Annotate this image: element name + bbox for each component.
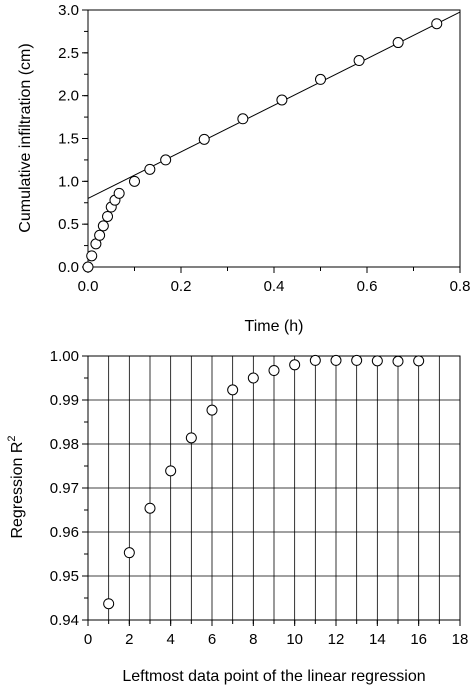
regression-y-tick-label: 0.95 — [50, 568, 79, 585]
regression-data-point — [165, 465, 177, 477]
infiltration-x-tick-label: 0.6 — [357, 278, 378, 295]
regression-x-tick-label: 14 — [369, 631, 386, 648]
regression-x-tick-label: 6 — [208, 631, 216, 648]
infiltration-x-tick-label: 0.4 — [264, 278, 285, 295]
infiltration-data-point — [353, 55, 365, 67]
regression-data-point — [144, 502, 156, 514]
infiltration-data-point — [315, 73, 326, 85]
infiltration-data-point — [144, 163, 156, 175]
regression-x-tick-label: 18 — [452, 631, 469, 648]
infiltration-data-point — [237, 113, 249, 125]
infiltration-x-tick-label: 0.0 — [78, 278, 99, 295]
infiltration-data-point — [392, 37, 404, 49]
infiltration-data-point — [431, 18, 443, 30]
regression-x-tick-label: 16 — [410, 631, 427, 648]
regression-y-tick-label: 0.94 — [50, 612, 79, 629]
regression-data-point — [206, 404, 218, 416]
regression-data-point — [227, 384, 239, 396]
regression-x-tick-label: 10 — [286, 631, 303, 648]
regression-data-point — [351, 354, 363, 366]
infiltration-x-tick-label: 0.8 — [450, 278, 471, 295]
regression-data-point — [330, 354, 342, 366]
regression-x-tick-label: 12 — [328, 631, 345, 648]
infiltration-data-point — [97, 220, 109, 232]
regression-data-point — [309, 354, 321, 366]
regression-data-point — [268, 365, 280, 377]
regression-y-tick-label: 1.00 — [50, 348, 79, 365]
regression-data-point — [123, 547, 135, 559]
infiltration-y-tick-label: 1.0 — [58, 173, 79, 190]
infiltration-chart: 0.0 0.2 0.4 0.6 0.8 0.0 0.5 1.0 1.5 2.0 2.5 3.0 Tim… — [17, 2, 470, 335]
regression-y-axis-label-superscript: 2 — [6, 435, 18, 441]
regression-y-tick-label: 0.98 — [50, 436, 79, 453]
infiltration-x-tick-label: 0.2 — [171, 278, 192, 295]
regression-data-point — [185, 432, 197, 444]
infiltration-data-point — [86, 250, 98, 262]
infiltration-plot-area: 0.0 0.2 0.4 0.6 0.8 0.0 0.5 1.0 1.5 2.0 2.5 3.0 — [58, 2, 470, 295]
infiltration-y-tick-label: 2.0 — [58, 88, 79, 105]
infiltration-data-point — [82, 261, 94, 273]
regression-data-point — [413, 355, 425, 367]
regression-data-point — [103, 598, 115, 610]
regression-y-axis-label-text: Regression R — [9, 442, 26, 539]
regression-y-axis-label: Regression R2 — [6, 435, 26, 538]
infiltration-plot-frame — [87, 9, 461, 268]
infiltration-y-tick-label: 2.5 — [58, 45, 79, 62]
regression-x-tick-label: 0 — [84, 631, 92, 648]
regression-y-tick-label: 0.96 — [50, 524, 79, 541]
infiltration-x-axis-label: Time (h) — [245, 318, 304, 335]
regression-chart: 0 2 4 6 8 10 12 14 16 18 0.94 0.95 0.96 0.97 0.98 0.99 1… — [6, 348, 468, 685]
infiltration-y-tick-label: 3.0 — [58, 2, 79, 19]
infiltration-y-tick-label: 0.5 — [58, 216, 79, 233]
infiltration-data-point — [129, 175, 140, 187]
regression-x-tick-label: 8 — [249, 631, 257, 648]
infiltration-data-point — [276, 94, 288, 106]
infiltration-y-tick-label: 1.5 — [58, 131, 79, 148]
regression-y-tick-label: 0.97 — [50, 480, 79, 497]
infiltration-y-axis-label: Cumulative infiltration (cm) — [17, 43, 34, 232]
regression-data-point — [247, 372, 259, 384]
infiltration-data-point — [102, 210, 114, 222]
regression-data-point — [289, 359, 301, 371]
regression-x-axis-label: Leftmost data point of the linear regres… — [122, 668, 425, 685]
infiltration-y-tick-label: 0.0 — [58, 259, 79, 276]
infiltration-regression-line — [87, 11, 461, 199]
infiltration-data-point — [94, 229, 106, 241]
infiltration-data-point — [160, 154, 172, 166]
regression-x-tick-label: 4 — [166, 631, 174, 648]
regression-data-point — [371, 355, 383, 367]
regression-data-point — [392, 355, 404, 367]
infiltration-data-point — [198, 133, 210, 145]
regression-x-tick-label: 2 — [125, 631, 133, 648]
regression-plot-area: 0 2 4 6 8 10 12 14 16 18 0.94 0.95 0.96 0.97 0.98 0.99 1… — [50, 348, 469, 648]
infiltration-data-point — [113, 187, 125, 199]
regression-y-tick-label: 0.99 — [50, 392, 79, 409]
